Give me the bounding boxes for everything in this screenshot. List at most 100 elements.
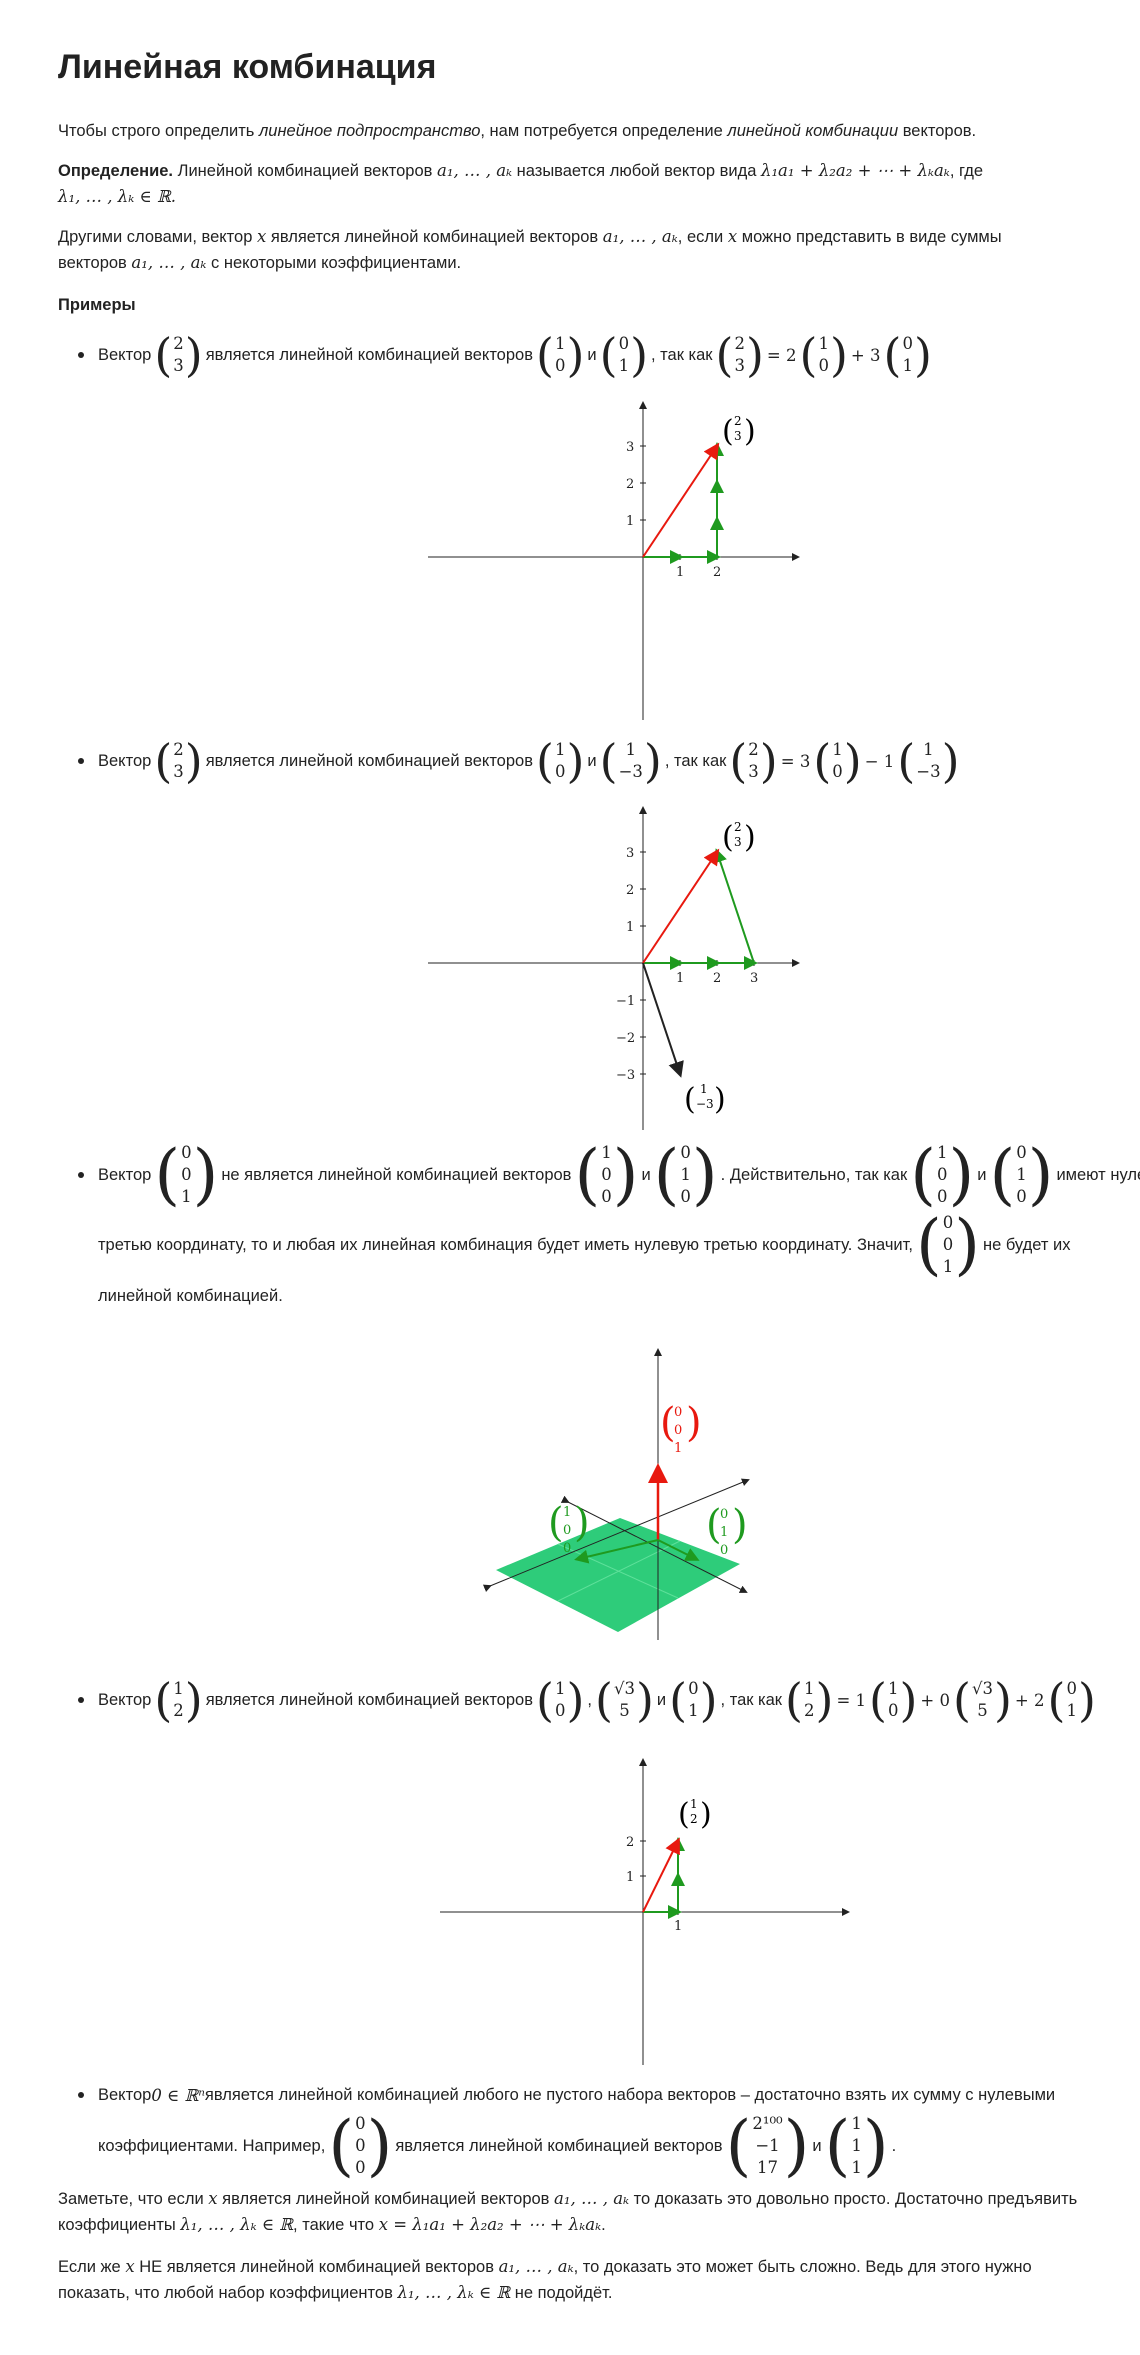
plot3-green-right-label: ( 0 1 0 ) (706, 1502, 748, 1558)
bullet-dot (78, 1172, 84, 1178)
plot3-red-label: ( 0 0 1 ) (660, 1400, 702, 1456)
word-vector: Вектор (98, 751, 152, 770)
svg-text:(: ( (678, 1797, 690, 1832)
examples-heading: Примеры (58, 296, 136, 314)
word-is-lc: является линейной комбинацией векторов (205, 751, 533, 770)
plot3-green-left-label: ( 1 0 0 ) (548, 1500, 590, 1556)
bullet-dot (78, 352, 84, 358)
bullet-dot (78, 758, 84, 764)
ex1-vector-a: (1 0) (535, 328, 585, 382)
restate-text-6: с некоторыми коэффициентами. (206, 254, 462, 272)
ex4-plus-2: + 2 (1014, 1690, 1045, 1710)
note1-text-5: , такие что (293, 2216, 379, 2234)
svg-text:0: 0 (563, 1541, 571, 1556)
ex5-end: . (891, 2136, 897, 2155)
tick-y-neg2: −2 (616, 1031, 635, 1046)
svg-text:(: ( (684, 1082, 696, 1117)
tick-y-3: 3 (626, 440, 634, 455)
intro-text: Чтобы строго определить (58, 122, 259, 140)
ex5-text-1: Вектор (98, 2085, 152, 2104)
note2-text-5: не подойдёт. (510, 2284, 613, 2302)
ex5-and: и (812, 2136, 822, 2155)
ex5-vector-b: (1 1 1) (824, 2107, 889, 2184)
plot1-label: ( 2 3 ) (722, 414, 756, 449)
word-is-lc: является линейной комбинацией векторов (205, 345, 533, 364)
ex4-vector-c: (0 1) (669, 1673, 718, 1727)
svg-text:(: ( (722, 820, 734, 855)
ex5-vector-a: (2¹⁰⁰ −1 17) (725, 2107, 810, 2184)
definition-text-3: , где (949, 162, 984, 180)
note2-x: x (125, 2257, 135, 2276)
restate-vectors: a₁, … , aₖ (602, 227, 678, 246)
note1-text-6: . (601, 2216, 606, 2234)
definition-paragraph: Определение. Линейной комбинацией вектор… (58, 158, 1088, 210)
svg-text:2: 2 (734, 820, 742, 834)
note1-text-3: то доказать это довольно просто. Достато… (629, 2190, 1078, 2208)
ex4-vector-a-2: (1 0) (869, 1673, 918, 1727)
svg-text:2: 2 (690, 1812, 698, 1826)
plot-example-2: 1 2 3 3 2 1 −1 −2 −3 ( 2 3 ) ( 1 −3 ) (428, 806, 800, 1130)
ex2-vector-a-2: (1 0) (813, 734, 862, 788)
definition-label: Определение. (58, 162, 174, 180)
green-vector-e2 (657, 1539, 700, 1561)
ex3-vector-a: (1 0 0) (574, 1136, 639, 1213)
ex2-vector-a: (1 0) (535, 734, 585, 788)
svg-text:(: ( (548, 1500, 564, 1546)
word-vector: Вектор (98, 1690, 152, 1709)
ex4-vector-b-2: (√3 5) (953, 1673, 1012, 1727)
svg-text:1: 1 (700, 1082, 708, 1096)
restate-vectors-2: a₁, … , aₖ (131, 253, 207, 272)
tick-y-1: 1 (626, 1870, 634, 1885)
word-and: и (587, 751, 597, 770)
svg-text:2: 2 (734, 414, 742, 428)
word-indeed: . Действительно, так как (720, 1165, 908, 1184)
green-vector-4 (713, 848, 755, 964)
svg-text:0: 0 (674, 1405, 682, 1420)
page-title: Линейная комбинация (58, 48, 437, 86)
restate-text-4: можно представить в виде суммы (737, 228, 1002, 246)
ex4-plus-0: + 0 (920, 1690, 950, 1710)
svg-text:): ) (574, 1500, 590, 1546)
intro-emphasis-subspace: линейное подпространство (258, 122, 481, 140)
ex1-vector-v: (2 3) (154, 328, 203, 382)
definition-formula: λ₁a₁ + λ₂a₂ + ⋯ + λₖaₖ (760, 161, 950, 180)
note2-text-1: Если же (58, 2258, 126, 2276)
word-will-not: не будет их (982, 1235, 1071, 1254)
note2-text-2: НЕ является линейной комбинацией векторо… (134, 2258, 499, 2276)
word-and: и (656, 1690, 667, 1709)
bullet-dot (78, 2092, 84, 2098)
word-third-coord: третью координату, то и любая их линейна… (98, 1235, 913, 1254)
tick-y-1: 1 (626, 514, 634, 529)
ex4-vector-c-2: (0 1) (1047, 1673, 1096, 1727)
word-since: , так как (720, 1690, 783, 1709)
word-and: и (641, 1165, 651, 1184)
ex1-plus: + 3 (850, 345, 881, 365)
word-vector: Вектор (98, 345, 152, 364)
svg-text:): ) (744, 414, 756, 449)
restate-text-2: является линейной комбинацией векторов (266, 228, 603, 246)
svg-text:1: 1 (720, 1525, 728, 1540)
restate-x-2: x (727, 227, 738, 246)
word-and: и (587, 345, 597, 364)
plot2-label-top: ( 2 3 ) (722, 820, 756, 855)
svg-text:): ) (686, 1400, 702, 1446)
svg-text:(: ( (660, 1400, 676, 1446)
note1-lambdas: λ₁, … , λₖ ∈ ℝ (180, 2215, 294, 2234)
ex2-vector-b: (1 −3) (599, 734, 662, 788)
note1-text-1: Заметьте, что если (58, 2190, 209, 2208)
note2-text-4: показать, что любой набор коэффициентов (58, 2284, 398, 2302)
xy-plane (496, 1518, 740, 1632)
ex1-vector-v-2: (2 3) (715, 328, 764, 382)
note1-x: x (208, 2189, 218, 2208)
svg-text:0: 0 (563, 1523, 571, 1538)
plot-example-4: 1 1 2 ( 1 2 ) (440, 1758, 850, 2065)
ex2-vector-v: (2 3) (154, 734, 203, 788)
ex3-vector-a-2: (1 0 0) (910, 1136, 975, 1213)
definition-vectors: a₁, … , aₖ (437, 161, 513, 180)
svg-text:(: ( (706, 1502, 722, 1548)
axis-y (560, 1495, 748, 1593)
ex5-vector-zero: (0 0 0) (328, 2107, 393, 2184)
ex5-zero-vector: 0 ∈ ℝⁿ (151, 2085, 205, 2105)
ex4-vector-v-2: (1 2) (785, 1673, 834, 1727)
note1-text-4: коэффициенты (58, 2216, 181, 2234)
